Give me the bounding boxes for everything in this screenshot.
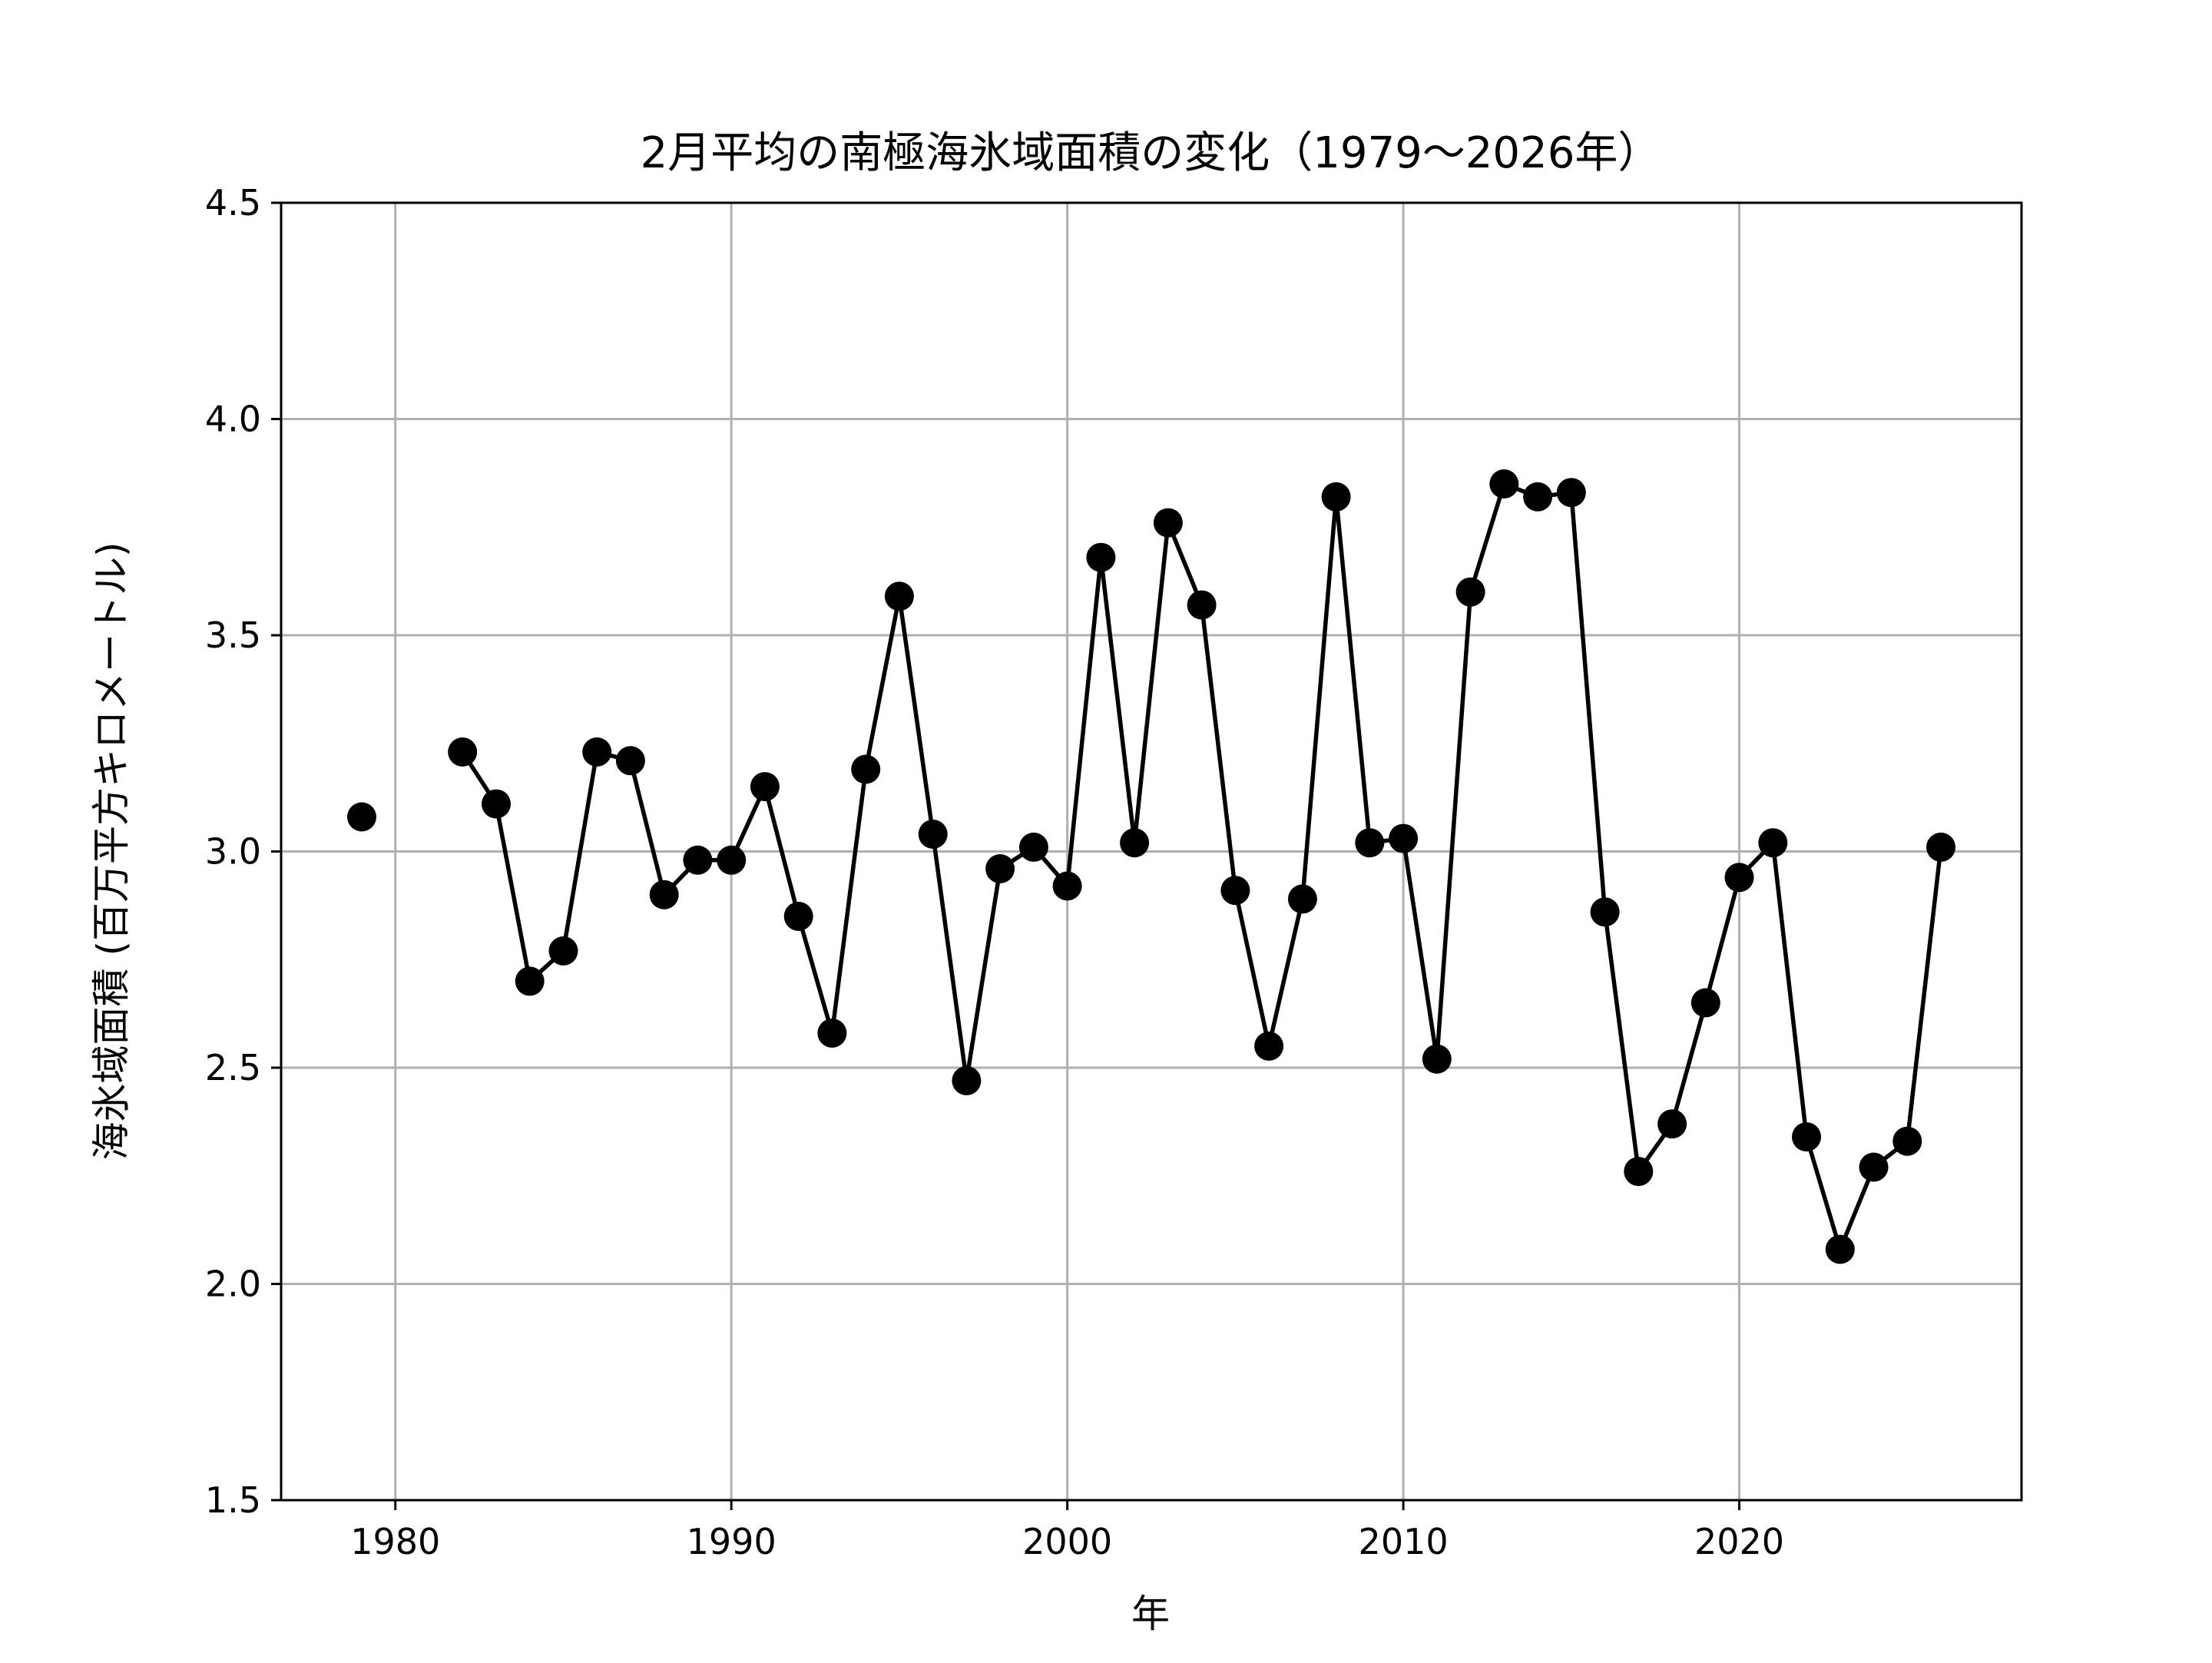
grid [281, 201, 2022, 1502]
series-layer [347, 469, 1955, 1264]
x-tick-label: 2000 [1022, 1521, 1112, 1562]
y-axis-label: 海氷域面積 (百万平方キロメートル) [89, 542, 134, 1161]
data-point-2003 [1153, 508, 1183, 538]
x-axis: 1980 1990 2000 2010 2020 [350, 1500, 1784, 1562]
data-point-2006 [1254, 1031, 1284, 1061]
y-tick-label: 4.0 [205, 399, 261, 440]
data-point-1989 [683, 845, 713, 875]
x-tick-label: 1980 [350, 1521, 440, 1562]
data-point-1984 [515, 966, 545, 996]
data-point-1993 [817, 1019, 847, 1048]
y-tick-label: 1.5 [205, 1479, 261, 1521]
data-point-2001 [1086, 542, 1116, 572]
data-point-2023 [1825, 1234, 1855, 1264]
data-point-2011 [1422, 1044, 1452, 1074]
data-point-2026 [1926, 832, 1955, 862]
data-point-2007 [1287, 884, 1317, 914]
data-point-2000 [1052, 871, 1082, 901]
data-point-2016 [1590, 897, 1620, 927]
data-point-1988 [649, 880, 679, 909]
data-point-2002 [1120, 828, 1150, 858]
x-axis-label: 年 [1131, 1592, 1170, 1636]
chart-title: 2月平均の南極海氷域面積の変化（1979〜2026年） [641, 128, 1661, 178]
data-point-2019 [1690, 988, 1720, 1018]
x-tick-label: 1990 [687, 1521, 777, 1562]
data-point-2022 [1792, 1122, 1821, 1152]
y-axis: 1.5 2.0 2.5 3.0 3.5 4.0 4.5 [205, 182, 281, 1521]
data-point-2008 [1321, 482, 1351, 512]
y-tick-label: 2.0 [205, 1264, 261, 1305]
data-point-2004 [1187, 590, 1217, 620]
x-tick-label: 2010 [1359, 1521, 1449, 1562]
data-point-2018 [1657, 1109, 1687, 1139]
data-point-1998 [985, 854, 1015, 883]
data-point-1985 [548, 936, 578, 966]
data-point-1979 [347, 802, 376, 832]
data-point-1990 [717, 845, 747, 875]
data-point-2021 [1758, 828, 1788, 858]
data-point-2020 [1724, 863, 1754, 893]
data-point-2024 [1859, 1152, 1889, 1182]
data-point-1996 [918, 820, 948, 849]
data-point-2025 [1892, 1126, 1922, 1156]
y-tick-label: 3.5 [205, 615, 261, 656]
data-point-2017 [1624, 1157, 1654, 1187]
data-point-1997 [952, 1065, 982, 1095]
data-point-2010 [1389, 823, 1419, 853]
data-point-2015 [1556, 478, 1586, 508]
y-tick-label: 3.0 [205, 831, 261, 873]
data-point-2009 [1355, 828, 1385, 858]
data-point-1986 [582, 737, 612, 767]
data-point-2012 [1455, 577, 1485, 607]
data-point-1982 [448, 737, 478, 767]
y-tick-label: 4.5 [205, 182, 261, 224]
data-point-2014 [1523, 482, 1553, 512]
y-tick-label: 2.5 [205, 1047, 261, 1088]
data-point-1983 [482, 789, 511, 819]
data-point-1991 [750, 772, 780, 802]
data-point-2013 [1489, 469, 1519, 499]
data-point-1999 [1018, 832, 1048, 862]
x-tick-label: 2020 [1694, 1521, 1784, 1562]
data-point-1994 [851, 754, 881, 784]
data-point-1987 [615, 746, 645, 776]
data-point-2005 [1220, 876, 1250, 906]
data-point-1995 [884, 581, 914, 611]
data-point-1992 [783, 902, 813, 931]
